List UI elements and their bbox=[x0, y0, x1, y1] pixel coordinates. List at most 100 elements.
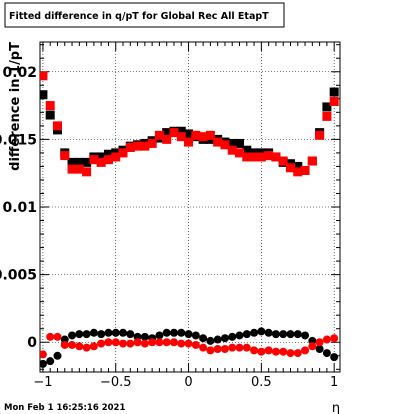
y-tick-label: 0.01 bbox=[2, 200, 37, 216]
data-point-circle-series-3 bbox=[250, 346, 259, 355]
data-point-circle-series-3 bbox=[155, 338, 164, 347]
data-point-square-series-1 bbox=[111, 152, 121, 162]
data-point-circle-series-2 bbox=[40, 359, 47, 368]
data-point-square-series-1 bbox=[169, 128, 179, 138]
data-point-square-series-1 bbox=[67, 164, 77, 174]
data-point-circle-series-3 bbox=[169, 338, 178, 347]
data-point-square-series-1 bbox=[235, 148, 245, 158]
data-point-circle-series-3 bbox=[119, 339, 128, 348]
y-axis-label: difference in 1/pT bbox=[8, 42, 23, 171]
data-point-square-series-0 bbox=[82, 157, 92, 167]
data-point-circle-series-2 bbox=[75, 330, 84, 339]
data-point-square-series-1 bbox=[82, 167, 92, 177]
data-point-square-series-1 bbox=[198, 132, 208, 142]
data-point-circle-series-3 bbox=[148, 338, 157, 347]
data-point-square-series-0 bbox=[40, 90, 48, 100]
data-point-circle-series-2 bbox=[322, 349, 331, 358]
data-point-circle-series-2 bbox=[242, 330, 251, 339]
data-point-square-series-0 bbox=[227, 138, 237, 148]
data-point-circle-series-2 bbox=[250, 328, 259, 337]
data-point-square-series-0 bbox=[184, 129, 194, 139]
x-tick-label: −0.5 bbox=[100, 375, 132, 390]
data-point-circle-series-3 bbox=[293, 349, 302, 358]
data-point-circle-series-2 bbox=[104, 328, 113, 337]
data-point-square-series-1 bbox=[278, 156, 288, 166]
data-point-square-series-1 bbox=[154, 130, 164, 140]
data-point-square-series-1 bbox=[205, 130, 215, 140]
data-point-square-series-0 bbox=[45, 110, 55, 120]
data-point-square-series-1 bbox=[322, 111, 332, 121]
data-point-square-series-0 bbox=[329, 87, 339, 97]
data-point-square-series-1 bbox=[242, 152, 252, 162]
data-point-square-series-1 bbox=[300, 165, 310, 175]
x-tick-label: −1 bbox=[33, 375, 52, 390]
data-point-square-series-1 bbox=[96, 157, 106, 167]
data-point-circle-series-2 bbox=[330, 353, 339, 362]
data-point-square-series-0 bbox=[176, 126, 186, 136]
data-point-circle-series-3 bbox=[104, 338, 113, 347]
data-point-circle-series-2 bbox=[279, 330, 288, 339]
data-point-circle-series-3 bbox=[199, 343, 208, 352]
data-point-square-series-1 bbox=[264, 151, 274, 161]
data-point-square-series-1 bbox=[125, 142, 135, 152]
data-point-circle-series-3 bbox=[68, 340, 77, 349]
data-point-circle-series-3 bbox=[220, 345, 229, 354]
data-point-circle-series-2 bbox=[199, 334, 208, 343]
data-markers bbox=[40, 71, 339, 368]
data-point-circle-series-3 bbox=[184, 339, 193, 348]
data-point-circle-series-3 bbox=[308, 342, 317, 351]
data-point-square-series-1 bbox=[271, 152, 281, 162]
data-point-circle-series-3 bbox=[75, 342, 84, 351]
data-point-circle-series-2 bbox=[68, 331, 77, 340]
data-point-circle-series-3 bbox=[257, 347, 266, 356]
y-tick-label: 0 bbox=[27, 335, 37, 351]
data-point-square-series-1 bbox=[307, 156, 317, 166]
data-point-circle-series-3 bbox=[53, 332, 62, 341]
data-point-circle-series-3 bbox=[235, 343, 244, 352]
data-point-circle-series-3 bbox=[97, 339, 106, 348]
data-point-square-series-1 bbox=[176, 132, 186, 142]
x-axis-label: η bbox=[332, 401, 340, 414]
data-point-circle-series-3 bbox=[242, 343, 251, 352]
data-point-square-series-0 bbox=[242, 145, 252, 155]
data-point-square-series-1 bbox=[140, 141, 150, 151]
data-point-circle-series-3 bbox=[206, 346, 215, 355]
data-point-square-series-1 bbox=[220, 140, 230, 150]
x-tick-label: 0 bbox=[184, 375, 192, 390]
data-point-square-series-1 bbox=[133, 141, 143, 151]
data-point-circle-series-2 bbox=[126, 330, 135, 339]
data-point-circle-series-2 bbox=[89, 328, 98, 337]
data-point-circle-series-2 bbox=[228, 332, 237, 341]
data-point-circle-series-3 bbox=[111, 338, 120, 347]
data-point-circle-series-2 bbox=[235, 331, 244, 340]
data-point-square-series-1 bbox=[60, 151, 70, 161]
data-point-circle-series-2 bbox=[191, 331, 200, 340]
timestamp-footer: Mon Feb 1 16:25:16 2021 bbox=[4, 403, 125, 413]
title-box bbox=[4, 2, 285, 28]
data-point-circle-series-2 bbox=[155, 331, 164, 340]
data-point-circle-series-2 bbox=[257, 327, 266, 336]
data-point-square-series-1 bbox=[45, 101, 55, 111]
data-point-circle-series-3 bbox=[40, 350, 47, 359]
data-point-square-series-1 bbox=[89, 155, 99, 165]
data-point-circle-series-3 bbox=[213, 345, 222, 354]
data-point-circle-series-2 bbox=[162, 328, 171, 337]
data-point-circle-series-2 bbox=[53, 351, 62, 360]
data-point-square-series-0 bbox=[74, 157, 84, 167]
data-point-square-series-1 bbox=[249, 152, 259, 162]
x-tick-label: 0.5 bbox=[251, 375, 272, 390]
data-point-square-series-1 bbox=[293, 167, 303, 177]
data-point-circle-series-3 bbox=[279, 347, 288, 356]
data-point-square-series-0 bbox=[322, 102, 332, 112]
x-tick-label: 1 bbox=[330, 375, 338, 390]
data-point-circle-series-2 bbox=[97, 330, 106, 339]
data-point-circle-series-3 bbox=[271, 347, 280, 356]
data-point-circle-series-2 bbox=[169, 328, 178, 337]
data-point-circle-series-3 bbox=[228, 343, 237, 352]
data-point-square-series-1 bbox=[227, 145, 237, 155]
data-point-square-series-1 bbox=[315, 130, 325, 140]
data-point-circle-series-3 bbox=[133, 338, 142, 347]
data-point-square-series-1 bbox=[191, 130, 201, 140]
data-point-circle-series-3 bbox=[46, 332, 55, 341]
